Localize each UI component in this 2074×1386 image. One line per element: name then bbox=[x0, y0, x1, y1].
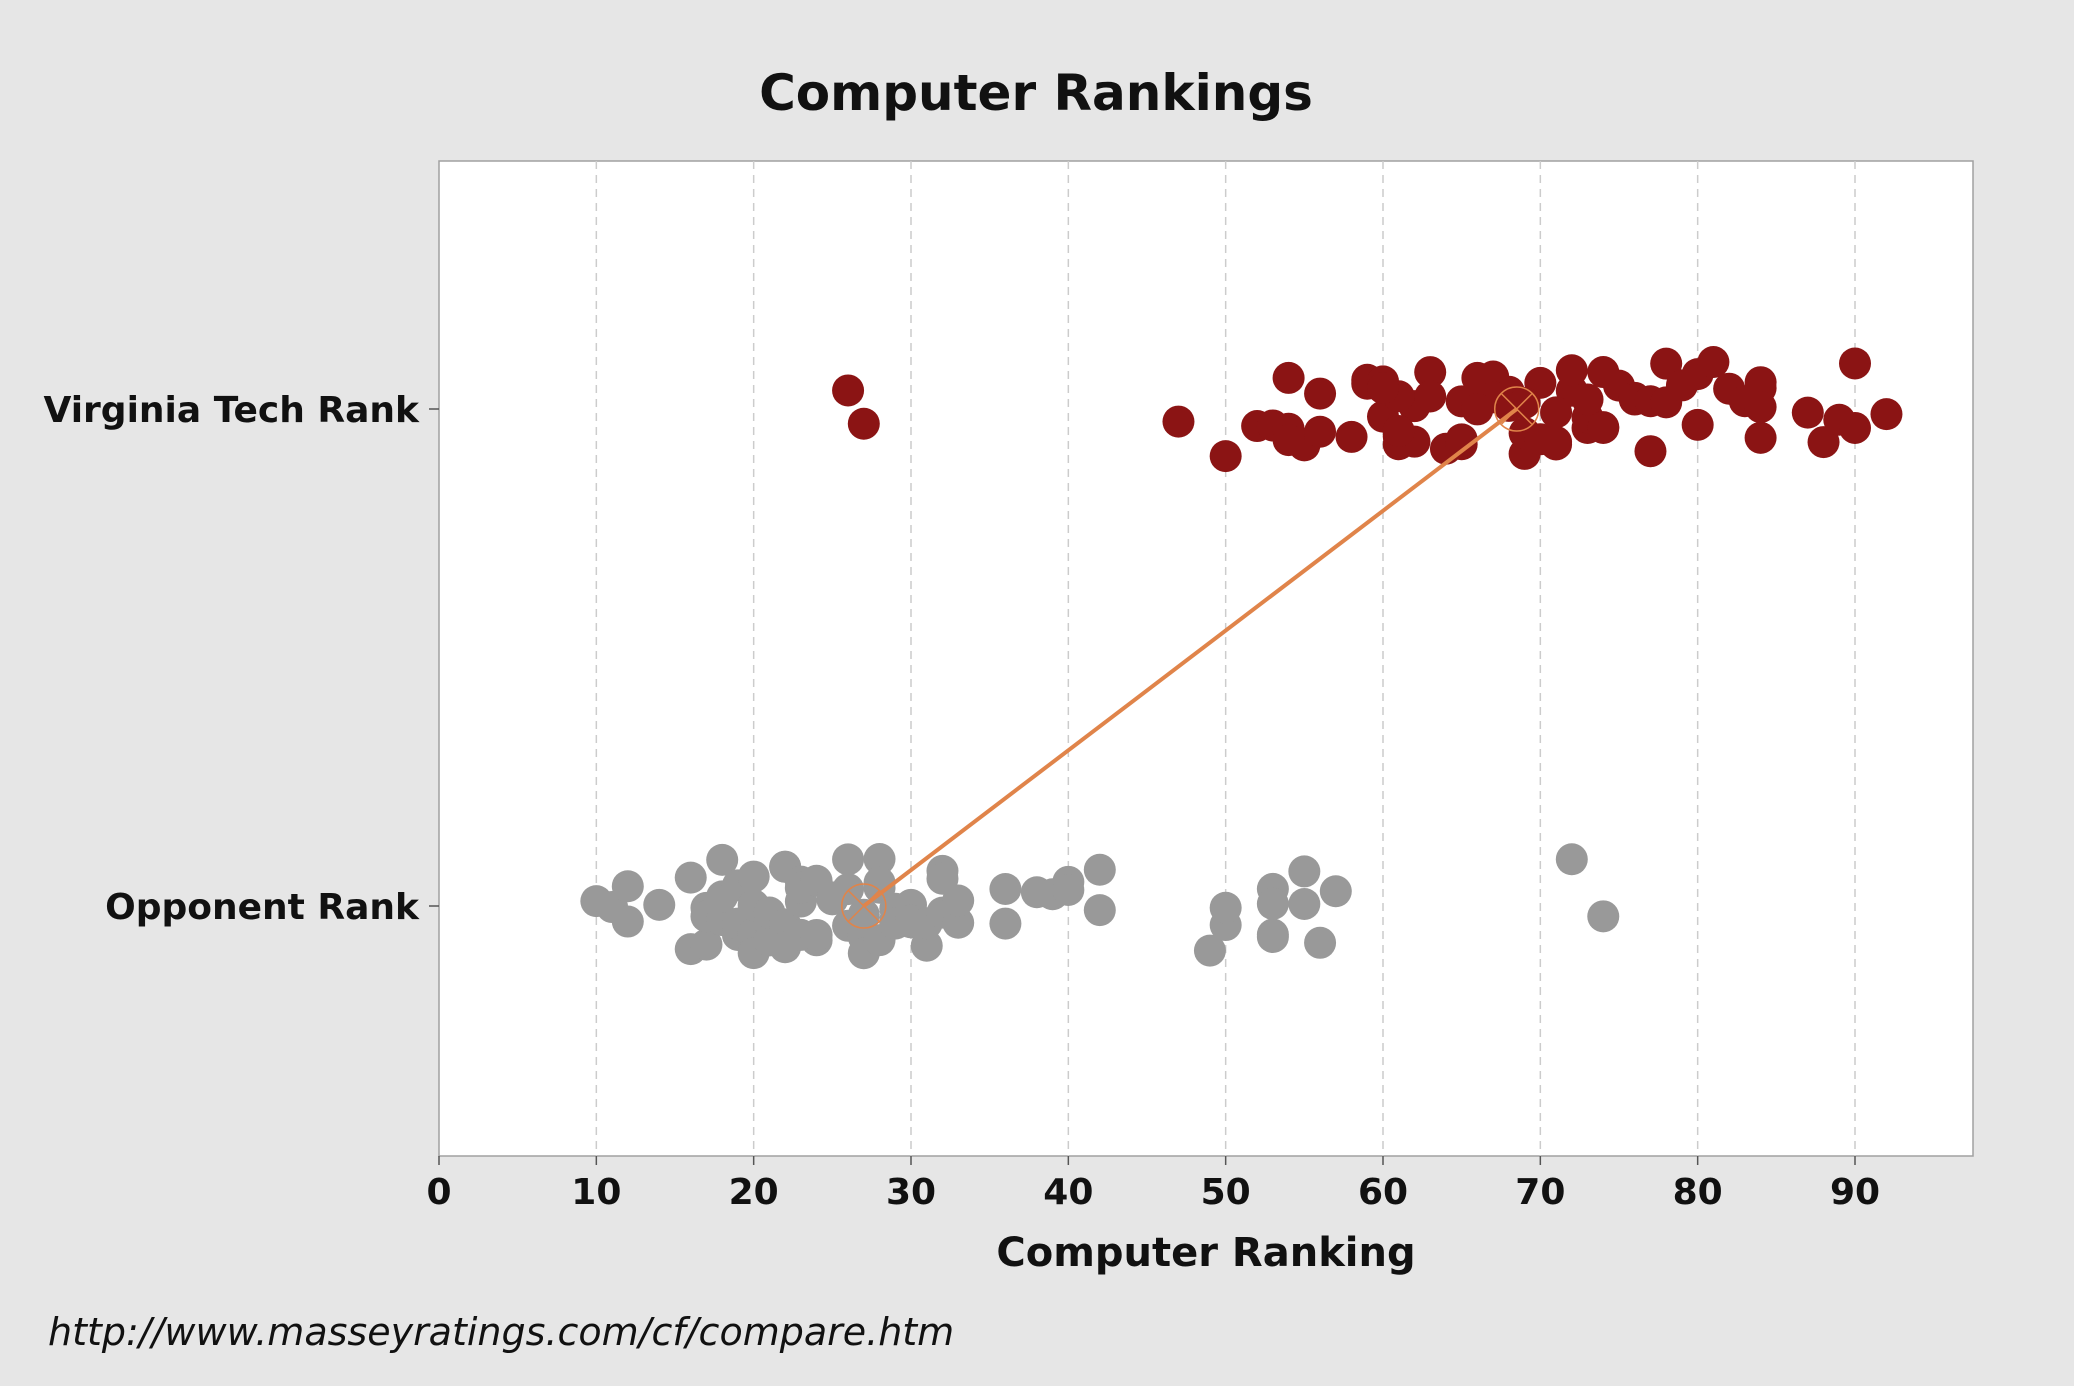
data-point-1-77 bbox=[1288, 887, 1321, 920]
data-point-1-2 bbox=[611, 905, 644, 938]
data-point-1-6 bbox=[674, 861, 707, 894]
data-point-1-76 bbox=[1256, 887, 1289, 920]
data-point-1-69 bbox=[1083, 894, 1116, 927]
data-point-0-0 bbox=[847, 407, 880, 440]
data-point-1-8 bbox=[690, 928, 723, 961]
data-point-0-22 bbox=[1382, 414, 1415, 447]
data-point-1-20 bbox=[737, 860, 770, 893]
data-point-1-62 bbox=[989, 872, 1022, 905]
y-axis-categories: Virginia Tech Rank Opponent Rank bbox=[43, 390, 439, 928]
mean-cross-b-1 bbox=[848, 890, 880, 922]
x-tick-label-80: 80 bbox=[1673, 1172, 1723, 1213]
mean-line bbox=[862, 407, 1518, 908]
data-point-0-10 bbox=[1304, 415, 1337, 448]
x-tick-label-50: 50 bbox=[1201, 1172, 1251, 1213]
mean-symbol-1 bbox=[841, 883, 887, 929]
y-category-label-0: Virginia Tech Rank bbox=[43, 390, 420, 431]
data-point-1-10 bbox=[706, 843, 739, 876]
source-note: http://www.masseyratings.com/cf/compare.… bbox=[48, 1310, 954, 1354]
data-point-0-12 bbox=[1335, 420, 1368, 453]
x-tick-label-90: 90 bbox=[1830, 1172, 1880, 1213]
data-point-1-44 bbox=[847, 898, 880, 931]
data-point-1-61 bbox=[942, 884, 975, 917]
data-point-0-24 bbox=[1367, 372, 1399, 405]
data-point-0-63 bbox=[1697, 346, 1730, 379]
y-category-label-1: Opponent Rank bbox=[105, 887, 420, 928]
data-point-0-69 bbox=[1744, 391, 1777, 424]
data-points bbox=[580, 346, 1903, 970]
data-point-1-47 bbox=[863, 843, 896, 876]
data-point-0-57 bbox=[1634, 435, 1667, 468]
data-point-1-82 bbox=[1587, 900, 1620, 933]
x-tick-label-30: 30 bbox=[886, 1172, 936, 1213]
x-tick-label-40: 40 bbox=[1043, 1172, 1093, 1213]
data-point-1-78 bbox=[1288, 855, 1321, 888]
x-tick-label-10: 10 bbox=[571, 1172, 621, 1213]
x-tick-label-20: 20 bbox=[729, 1172, 779, 1213]
data-point-0-51 bbox=[1571, 383, 1604, 416]
data-point-1-4 bbox=[643, 888, 676, 921]
data-point-1-81 bbox=[1555, 843, 1588, 876]
data-point-0-75 bbox=[1870, 398, 1903, 431]
data-point-0-1 bbox=[832, 374, 865, 407]
data-point-1-68 bbox=[1083, 853, 1116, 886]
data-point-1-79 bbox=[1304, 926, 1337, 959]
data-point-1-48 bbox=[863, 866, 896, 899]
data-point-0-71 bbox=[1807, 426, 1840, 459]
data-point-1-74 bbox=[1256, 918, 1289, 951]
x-axis-label: Computer Ranking bbox=[996, 1230, 1415, 1276]
data-point-1-60 bbox=[942, 906, 975, 939]
data-point-0-6 bbox=[1272, 361, 1305, 394]
data-point-0-52 bbox=[1587, 411, 1620, 444]
data-point-1-63 bbox=[989, 907, 1022, 940]
data-point-0-25 bbox=[1414, 380, 1447, 413]
data-point-0-35 bbox=[1461, 393, 1494, 426]
data-point-0-30 bbox=[1445, 423, 1478, 456]
data-point-0-70 bbox=[1791, 396, 1824, 429]
data-point-0-44 bbox=[1540, 396, 1573, 429]
data-point-0-74 bbox=[1839, 347, 1871, 380]
data-point-1-38 bbox=[832, 843, 865, 876]
data-point-0-67 bbox=[1744, 366, 1777, 399]
data-point-0-40 bbox=[1508, 386, 1541, 419]
plot-area bbox=[438, 160, 1974, 1157]
data-point-1-39 bbox=[832, 873, 865, 906]
chart-title: Computer Rankings bbox=[759, 64, 1313, 122]
data-point-0-45 bbox=[1540, 425, 1573, 458]
data-point-0-62 bbox=[1681, 408, 1714, 441]
data-point-0-2 bbox=[1162, 405, 1195, 438]
x-tick-label-0: 0 bbox=[426, 1172, 451, 1213]
data-point-0-73 bbox=[1839, 411, 1871, 444]
data-point-0-3 bbox=[1209, 440, 1242, 473]
data-point-1-70 bbox=[1193, 934, 1226, 967]
data-point-1-35 bbox=[800, 918, 833, 951]
mean-cross-b-0 bbox=[1501, 393, 1533, 425]
data-point-1-55 bbox=[910, 929, 943, 962]
data-point-0-20 bbox=[1414, 356, 1447, 389]
mean-connect-line bbox=[841, 386, 1540, 929]
data-point-0-68 bbox=[1744, 421, 1777, 454]
x-tick-label-60: 60 bbox=[1358, 1172, 1408, 1213]
data-point-1-80 bbox=[1319, 875, 1352, 908]
gridlines bbox=[595, 161, 1856, 1156]
x-tick-label-70: 70 bbox=[1515, 1172, 1565, 1213]
data-point-1-72 bbox=[1209, 891, 1242, 924]
data-point-0-49 bbox=[1555, 354, 1588, 387]
data-point-0-11 bbox=[1304, 377, 1337, 410]
mean-symbol-0 bbox=[1493, 386, 1540, 432]
data-point-1-67 bbox=[1052, 873, 1085, 906]
x-axis-ticks: 0 10 20 30 40 50 60 70 80 90 bbox=[426, 1156, 1880, 1213]
data-point-0-9 bbox=[1272, 424, 1305, 457]
data-point-1-3 bbox=[611, 870, 644, 903]
